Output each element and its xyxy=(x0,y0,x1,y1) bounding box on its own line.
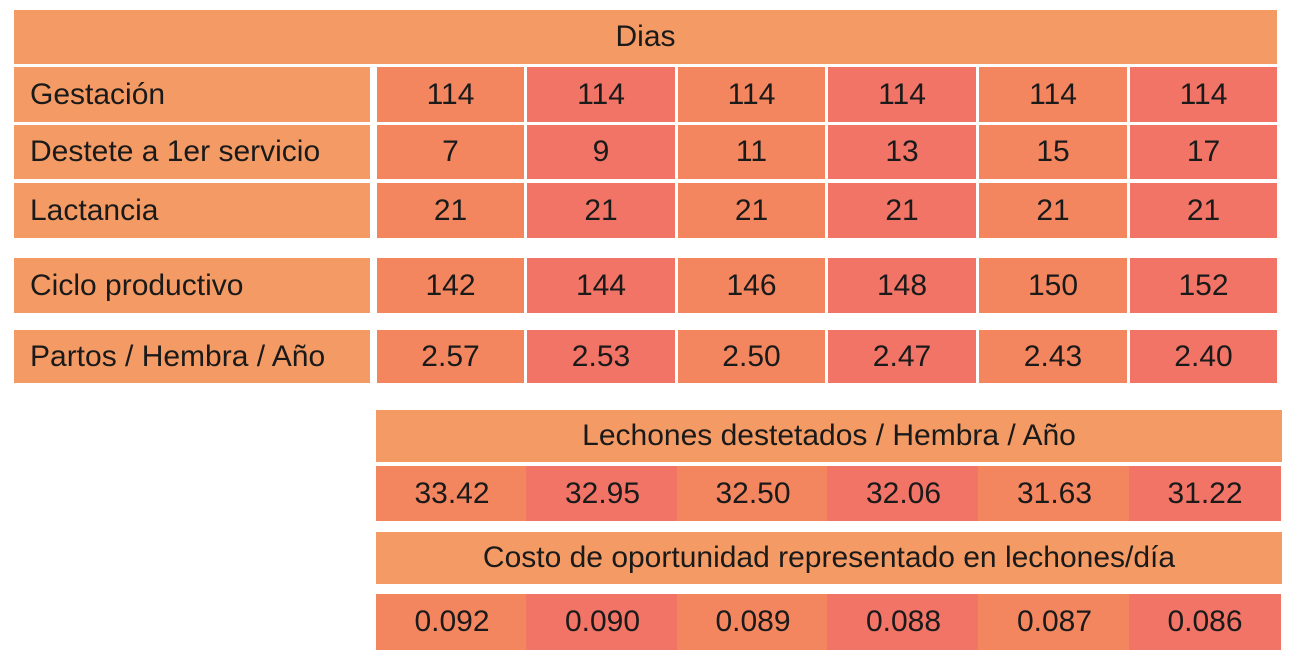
value-cell: 152 xyxy=(1130,258,1277,313)
weaned-value-cell: 32.50 xyxy=(677,466,829,521)
value-cell: 11 xyxy=(678,125,825,179)
value-cell: 114 xyxy=(377,67,524,122)
cost-value-cell: 0.088 xyxy=(827,594,980,650)
weaned-value-cell: 32.06 xyxy=(827,466,980,521)
value-cell: 148 xyxy=(828,258,976,313)
value-cell: 21 xyxy=(979,183,1127,238)
weaned-value-cell: 32.95 xyxy=(526,466,679,521)
value-cell: 21 xyxy=(377,183,524,238)
value-cell: 142 xyxy=(377,258,524,313)
value-cell: 15 xyxy=(979,125,1127,179)
value-cell: 144 xyxy=(527,258,675,313)
value-cell: 2.50 xyxy=(678,330,825,383)
value-cell: 114 xyxy=(979,67,1127,122)
row-label: Lactancia xyxy=(14,183,370,238)
value-cell: 2.40 xyxy=(1130,330,1277,383)
value-cell: 2.43 xyxy=(979,330,1127,383)
weaned-value-cell: 31.22 xyxy=(1129,466,1281,521)
weaned-value-cell: 31.63 xyxy=(978,466,1131,521)
value-cell: 21 xyxy=(828,183,976,238)
value-cell: 2.47 xyxy=(828,330,976,383)
value-cell: 114 xyxy=(678,67,825,122)
value-cell: 114 xyxy=(527,67,675,122)
cost-value-cell: 0.089 xyxy=(677,594,829,650)
value-cell: 21 xyxy=(1130,183,1277,238)
days-header: Dias xyxy=(14,10,1277,64)
row-label: Partos / Hembra / Año xyxy=(14,330,370,383)
value-cell: 17 xyxy=(1130,125,1277,179)
value-cell: 2.53 xyxy=(527,330,675,383)
cost-value-cell: 0.092 xyxy=(376,594,528,650)
value-cell: 114 xyxy=(828,67,976,122)
value-cell: 21 xyxy=(678,183,825,238)
cost-value-cell: 0.086 xyxy=(1129,594,1281,650)
cost-value-cell: 0.090 xyxy=(526,594,679,650)
row-label: Ciclo productivo xyxy=(14,258,370,313)
cost-value-cell: 0.087 xyxy=(978,594,1131,650)
value-cell: 2.57 xyxy=(377,330,524,383)
value-cell: 150 xyxy=(979,258,1127,313)
value-cell: 146 xyxy=(678,258,825,313)
value-cell: 114 xyxy=(1130,67,1277,122)
row-label: Gestación xyxy=(14,67,370,122)
opportunity-cost-header: Costo de oportunidad representado en lec… xyxy=(376,532,1282,584)
value-cell: 13 xyxy=(828,125,976,179)
value-cell: 7 xyxy=(377,125,524,179)
value-cell: 9 xyxy=(527,125,675,179)
row-label: Destete a 1er servicio xyxy=(14,125,370,179)
weaned-piglets-header: Lechones destetados / Hembra / Año xyxy=(376,410,1282,462)
weaned-value-cell: 33.42 xyxy=(376,466,528,521)
value-cell: 21 xyxy=(527,183,675,238)
